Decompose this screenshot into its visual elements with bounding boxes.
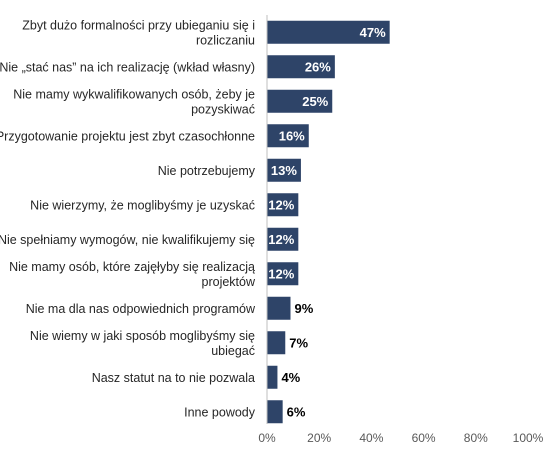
bar [267,365,278,389]
value-label: 26% [305,59,331,74]
bar [267,331,286,355]
bar [267,296,291,320]
category-label: Zbyt dużo formalności przy ubieganiu się… [22,18,255,47]
category-label: Nie ma dla nas odpowiednich programów [26,302,256,316]
category-label: Nie mamy wykwalifikowanych osób, żeby je… [13,87,255,116]
bar [267,193,299,217]
value-label: 9% [294,301,313,316]
bar [267,400,283,424]
x-tick-label: 100% [513,431,544,445]
value-labels: 47% 26% 25% 16% 13% 12% 12% 12% 9% 7% 4% 6% [268,25,386,420]
category-label: Nie mamy osób, które zajęłyby się realiz… [9,260,256,289]
value-label: 47% [360,25,386,40]
x-tick-label: 80% [464,431,488,445]
value-label: 12% [268,197,294,212]
bar [267,227,299,251]
category-label: Przygotowanie projektu jest zbyt czasoch… [0,129,255,143]
category-label: Nie wierzymy, że moglibyśmy je uzyskać [30,198,255,212]
bar [267,124,309,148]
bar [267,20,390,44]
value-label: 12% [268,232,294,247]
bar [267,158,301,182]
value-label: 12% [268,266,294,281]
bar [267,89,333,113]
category-label: Nie „stać nas” na ich realizację (wkład … [0,60,255,74]
x-tick-label: 20% [307,431,331,445]
category-label: Nasz statut na to nie pozwala [92,371,255,385]
value-label: 25% [302,94,328,109]
category-label: Nie spełniamy wymogów, nie kwalifikujemy… [0,233,255,247]
bar [267,262,299,286]
value-label: 7% [289,335,308,350]
x-axis-ticks: 0% 20% 40% 60% 80% 100% [258,431,543,445]
bars [267,20,390,424]
x-tick-label: 0% [258,431,276,445]
x-tick-label: 60% [412,431,436,445]
category-label: Nie potrzebujemy [158,164,256,178]
value-label: 6% [287,404,306,419]
value-label: 16% [279,128,305,143]
value-label: 13% [271,163,297,178]
value-label: 4% [281,370,300,385]
category-label: Inne powody [184,405,256,419]
category-label: Nie wiemy w jaki sposób moglibyśmy się ub… [30,329,255,358]
bar [267,55,335,79]
category-labels: Zbyt dużo formalności przy ubieganiu się… [0,18,256,419]
x-tick-label: 40% [359,431,383,445]
